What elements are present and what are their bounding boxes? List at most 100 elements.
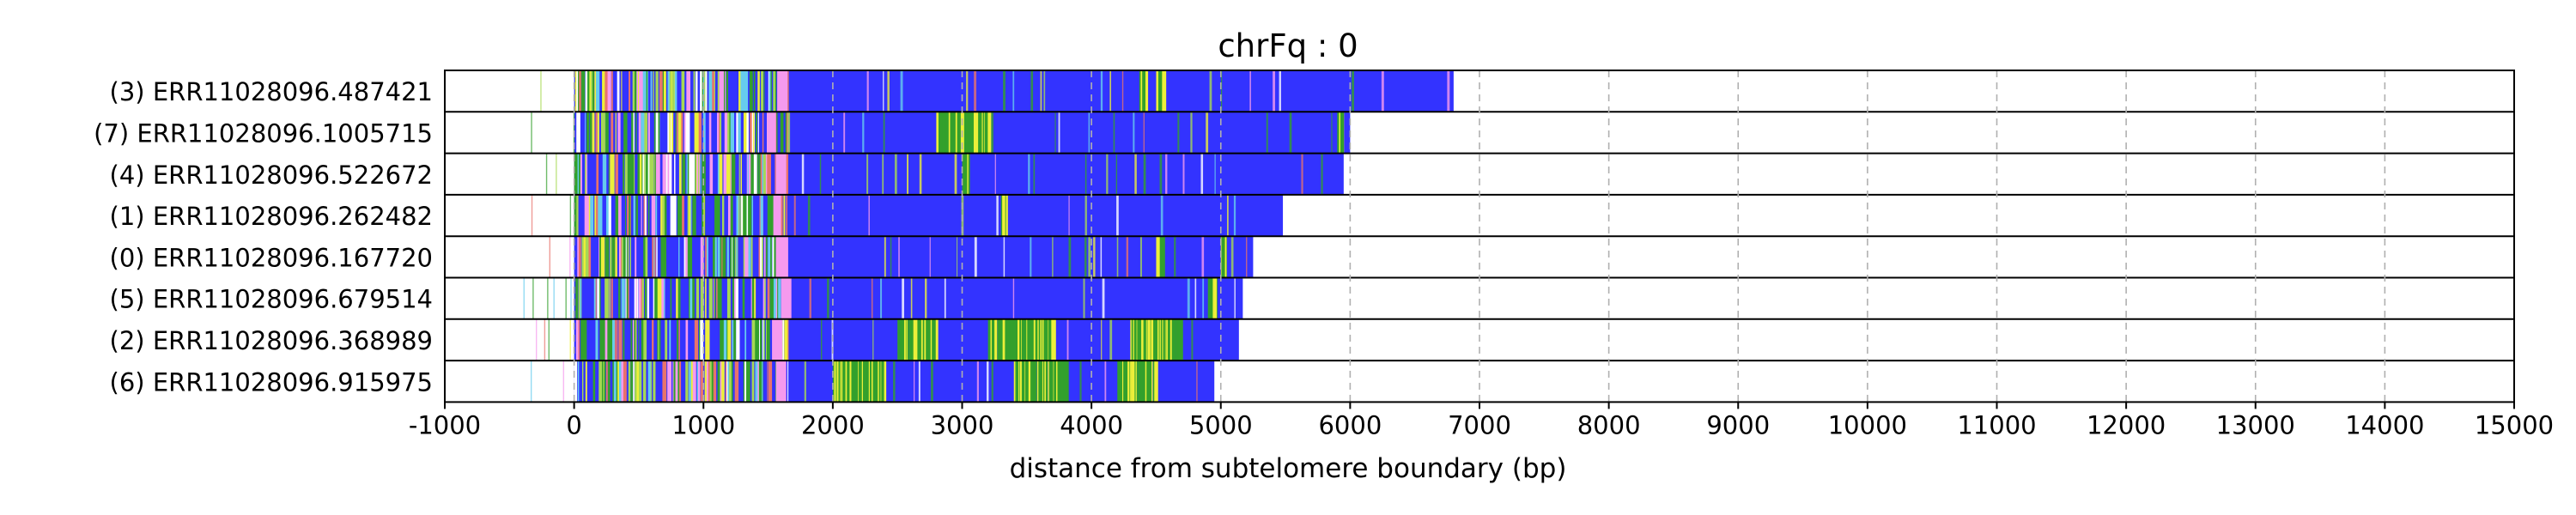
variant-line (1046, 360, 1048, 403)
variant-line (1038, 318, 1041, 361)
variant-line (726, 236, 729, 278)
variant-line (1143, 70, 1146, 112)
variant-line (899, 318, 901, 361)
variant-line (643, 236, 647, 278)
x-tick-label: 0 (566, 410, 581, 439)
variant-line (872, 318, 874, 361)
variant-line (574, 194, 578, 237)
variant-line (595, 277, 597, 319)
variant-line (700, 153, 702, 195)
variant-line (607, 70, 611, 112)
variant-line (713, 360, 717, 403)
variant-line (1013, 318, 1016, 361)
variant-line (601, 318, 604, 361)
variant-line (1018, 318, 1021, 361)
variant-line (965, 112, 969, 154)
variant-line (578, 318, 580, 361)
variant-line (611, 236, 616, 278)
variant-line (692, 194, 696, 237)
variant-line (1194, 277, 1197, 319)
variant-line (1044, 360, 1046, 403)
variant-line (621, 236, 623, 278)
variant-line (1059, 360, 1062, 403)
variant-line (1224, 236, 1227, 278)
variant-line (721, 194, 725, 237)
variant-line (918, 360, 920, 403)
variant-line (996, 194, 999, 237)
variant-line (1201, 236, 1205, 278)
variant-band (775, 236, 787, 278)
variant-line (671, 70, 675, 112)
variant-line (607, 360, 611, 403)
variant-line (731, 153, 736, 195)
variant-line (662, 194, 666, 237)
variant-line (687, 236, 691, 278)
variant-line (902, 318, 906, 361)
variant-line (692, 360, 696, 403)
variant-line (628, 277, 629, 319)
variant-line (775, 112, 777, 154)
variant-line (576, 194, 579, 237)
variant-line (1030, 360, 1032, 403)
variant-line (715, 194, 720, 237)
variant-line (854, 360, 857, 403)
variant-line (600, 236, 605, 278)
x-tick-label: -1000 (409, 410, 481, 439)
variant-line (947, 112, 950, 154)
variant-line (1206, 112, 1209, 154)
variant-line (647, 153, 650, 195)
variant-line (993, 318, 996, 361)
variant-line (1220, 70, 1223, 112)
variant-line (545, 153, 548, 195)
x-tick-label: 14000 (2345, 410, 2424, 439)
variant-line (730, 194, 733, 237)
variant-line (639, 70, 644, 112)
variant-line (762, 112, 764, 154)
variant-line (736, 277, 738, 319)
variant-line (738, 112, 741, 154)
variant-line (723, 153, 727, 195)
variant-line (913, 318, 915, 361)
variant-line (1030, 236, 1032, 278)
variant-line (644, 277, 647, 319)
variant-line (1003, 236, 1005, 278)
variant-line (644, 153, 646, 195)
variant-line (653, 360, 656, 403)
variant-line (685, 236, 690, 278)
variant-line (661, 277, 665, 319)
variant-line (596, 70, 600, 112)
variant-line (1025, 360, 1029, 403)
variant-line (662, 153, 666, 195)
variant-line (734, 360, 739, 403)
x-tick-label: 5000 (1189, 410, 1253, 439)
variant-line (616, 360, 619, 403)
x-tick-label: 2000 (801, 410, 865, 439)
variant-line (757, 70, 760, 112)
variant-line (1196, 360, 1198, 403)
variant-line (615, 153, 618, 195)
read-bar (574, 194, 1284, 237)
variant-line (598, 360, 604, 403)
variant-line (843, 112, 846, 154)
variant-line (690, 236, 693, 278)
variant-line (581, 236, 586, 278)
variant-line (657, 277, 660, 319)
variant-line (611, 112, 614, 154)
variant-line (856, 360, 859, 403)
variant-line (597, 112, 599, 154)
variant-band (772, 318, 783, 361)
variant-line (907, 153, 909, 195)
variant-line (902, 277, 905, 319)
variant-line (642, 70, 646, 112)
variant-line (1002, 318, 1005, 361)
variant-line (599, 194, 603, 237)
variant-line (853, 360, 856, 403)
variant-line (714, 236, 717, 278)
variant-line (849, 360, 852, 403)
variant-line (674, 70, 677, 112)
variant-band (775, 360, 787, 403)
variant-line (1003, 194, 1005, 237)
variant-line (1150, 360, 1152, 403)
variant-line (1177, 318, 1181, 361)
variant-line (723, 70, 726, 112)
